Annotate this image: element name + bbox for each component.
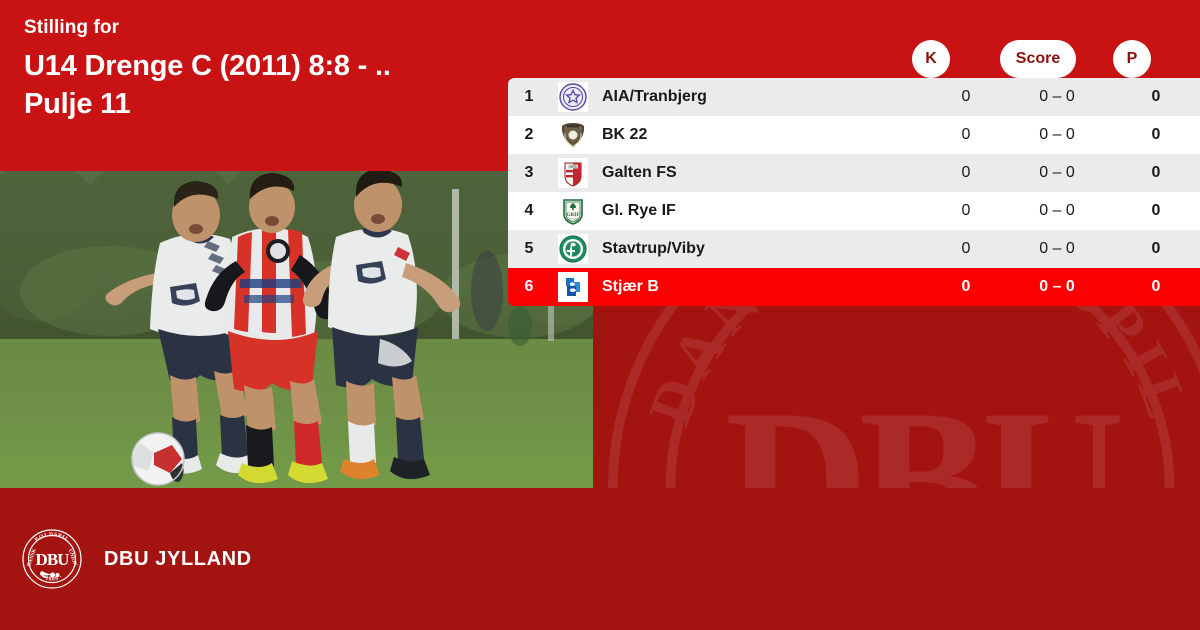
row-rank: 4: [524, 202, 534, 219]
row-team-name: Stavtrup/Viby: [602, 240, 705, 257]
row-points: 0: [1151, 164, 1161, 181]
row-score: 0 – 0: [1039, 88, 1075, 105]
aia-tranbjerg-crest-icon: [550, 82, 596, 112]
svg-text:GFS: GFS: [570, 165, 578, 169]
row-score: 0 – 0: [1039, 202, 1075, 219]
row-score: 0 – 0: [1039, 126, 1075, 143]
row-team-name: Galten FS: [602, 164, 677, 181]
row-team-name: Stjær B: [602, 278, 659, 295]
table-body: 1 AIA/Tranbjerg 0 0 – 0 0 2: [508, 78, 1200, 306]
column-header-score: Score: [1000, 40, 1076, 78]
row-matches: 0: [961, 88, 971, 105]
table-row[interactable]: 3 GFS Galten FS 0 0 – 0 0: [508, 154, 1200, 192]
svg-text:BOLDSPIL: BOLDSPIL: [34, 532, 70, 544]
row-score: 0 – 0: [1039, 240, 1075, 257]
page-title: U14 Drenge C (2011) 8:8 - .. Pulje 11: [24, 49, 391, 121]
stavtrup-viby-crest-icon: [550, 234, 596, 264]
svg-text:UNION: UNION: [67, 548, 78, 567]
row-matches: 0: [961, 240, 971, 257]
row-rank: 2: [524, 126, 534, 143]
footer-organisation: DBU JYLLAND: [104, 547, 252, 570]
row-rank: 1: [524, 88, 534, 105]
row-rank: 5: [524, 240, 534, 257]
row-rank: 3: [524, 164, 534, 181]
row-rank: 6: [524, 278, 534, 295]
footer-bar: BOLDSPIL · 1889 · DANSK UNION DBU DBU JY…: [0, 488, 1200, 630]
dbu-logo-icon: BOLDSPIL · 1889 · DANSK UNION DBU: [22, 529, 82, 589]
stjaer-b-crest-icon: [550, 272, 596, 302]
column-header-matches: K: [912, 40, 950, 78]
row-matches: 0: [961, 278, 971, 295]
svg-text:GRIF: GRIF: [567, 212, 580, 218]
svg-text:DANSK: DANSK: [26, 547, 38, 567]
galten-fs-crest-icon: GFS: [550, 158, 596, 188]
row-points: 0: [1151, 240, 1161, 257]
table-row[interactable]: 5 Stavtrup/Viby 0 0 – 0 0: [508, 230, 1200, 268]
row-score: 0 – 0: [1039, 278, 1075, 295]
bk22-crest-icon: [550, 120, 596, 150]
row-points: 0: [1151, 88, 1161, 105]
svg-text:· 1889 ·: · 1889 ·: [40, 574, 64, 583]
row-team-name: Gl. Rye IF: [602, 202, 676, 219]
title-block: Stilling for U14 Drenge C (2011) 8:8 - .…: [24, 17, 494, 123]
row-team-name: AIA/Tranbjerg: [602, 88, 707, 105]
row-team-name: BK 22: [602, 126, 648, 143]
table-row[interactable]: 2 BK 22 0 0 – 0 0: [508, 116, 1200, 154]
svg-text:EST.1919: EST.1919: [567, 218, 579, 222]
svg-text:DBU: DBU: [36, 550, 70, 569]
table-header: K Score P: [508, 40, 1200, 78]
table-row[interactable]: 4 GRIF EST.1919 Gl. Rye IF 0 0 – 0 0: [508, 192, 1200, 230]
match-photo: [0, 171, 593, 488]
row-points: 0: [1151, 126, 1161, 143]
table-row[interactable]: 6 Stjær B 0 0 – 0 0: [508, 268, 1200, 306]
row-matches: 0: [961, 126, 971, 143]
column-header-points: P: [1113, 40, 1151, 78]
row-points: 0: [1151, 202, 1161, 219]
standings-table: K Score P 1 AIA/Tranbjerg 0 0 – 0: [508, 40, 1200, 306]
table-row[interactable]: 1 AIA/Tranbjerg 0 0 – 0 0: [508, 78, 1200, 116]
row-matches: 0: [961, 164, 971, 181]
row-points: 0: [1151, 278, 1161, 295]
gl-rye-if-crest-icon: GRIF EST.1919: [550, 196, 596, 226]
header-kicker: Stilling for: [24, 17, 120, 38]
row-score: 0 – 0: [1039, 164, 1075, 181]
row-matches: 0: [961, 202, 971, 219]
